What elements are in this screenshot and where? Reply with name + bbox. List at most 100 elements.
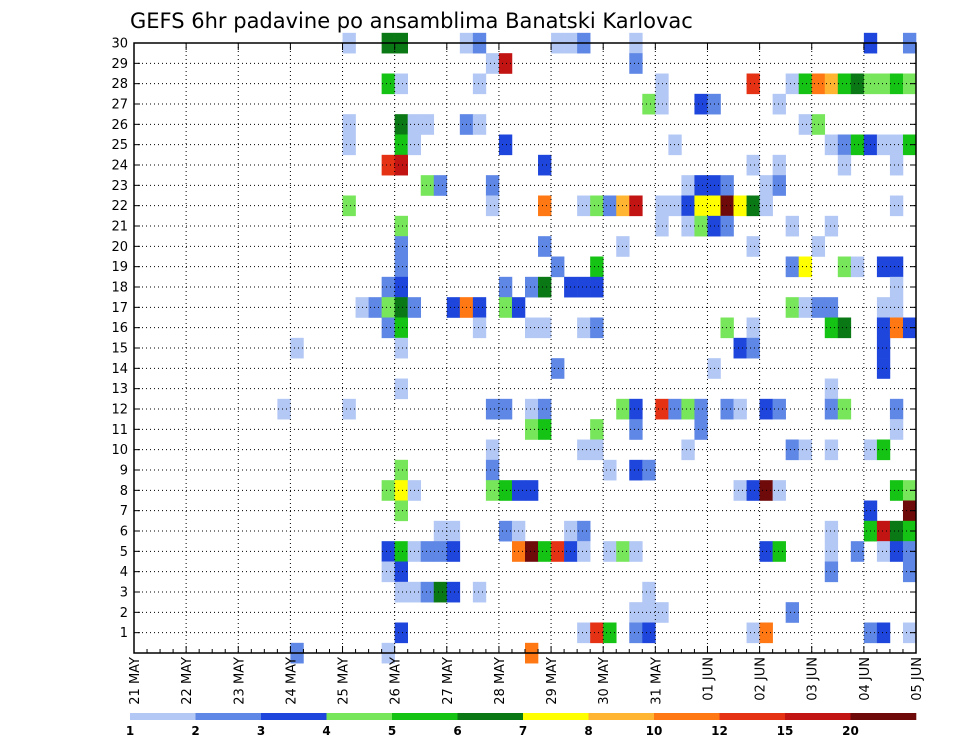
heatmap-cell [603, 459, 617, 481]
heatmap-cell [538, 398, 552, 420]
heatmap-cell [655, 93, 669, 115]
y-tick-label: 23 [111, 179, 128, 194]
heatmap-cell [381, 154, 395, 176]
x-tick-label: 23 MAY [232, 657, 247, 705]
y-tick-label: 10 [111, 443, 128, 458]
heatmap-cell [837, 154, 852, 176]
heatmap-cell [850, 256, 865, 278]
heatmap-cell [394, 459, 408, 481]
heatmap-cell [485, 175, 500, 196]
heatmap-cell [720, 195, 734, 217]
colorbar-label: 6 [453, 724, 461, 738]
heatmap-cell [876, 337, 891, 359]
heatmap-cell [525, 398, 539, 420]
heatmap-cell [746, 480, 760, 501]
heatmap-cell [525, 276, 539, 298]
heatmap-cell [577, 439, 591, 461]
heatmap-cell [746, 154, 760, 176]
heatmap-cell [772, 480, 786, 501]
heatmap-cell [394, 541, 408, 562]
heatmap-cell [824, 297, 839, 318]
heatmap-cell [733, 480, 747, 501]
x-tick-label: 24 MAY [284, 657, 299, 705]
colorbar-label: 20 [842, 724, 859, 738]
heatmap-cell [889, 276, 904, 298]
colorbar-label: 1 [126, 724, 134, 738]
heatmap-cell [824, 439, 839, 461]
heatmap-cell [837, 317, 852, 339]
colorbar-swatch [392, 713, 458, 720]
y-tick-label: 13 [111, 382, 128, 397]
colorbar-swatch [850, 713, 917, 720]
heatmap-cell [590, 622, 604, 644]
heatmap-cell [525, 419, 539, 440]
x-tick-label: 27 MAY [441, 657, 456, 705]
heatmap-cell [720, 398, 734, 420]
heatmap-cell [889, 480, 904, 501]
heatmap-cell [824, 378, 839, 400]
y-tick-label: 22 [111, 199, 128, 214]
colorbar-swatch [326, 713, 393, 720]
heatmap-cell [876, 134, 891, 156]
colorbar-swatch [457, 713, 524, 720]
y-axis-ticks: 1234567891011121314151617181920212223242… [111, 37, 916, 641]
heatmap-cell [850, 73, 865, 95]
y-tick-label: 3 [120, 586, 128, 601]
heatmap-cell [889, 195, 904, 217]
x-tick-label: 31 MAY [649, 657, 664, 705]
heatmap-cell [629, 53, 643, 74]
heatmap-cell [642, 622, 656, 644]
y-tick-label: 14 [111, 362, 128, 377]
heatmap-cell [655, 398, 669, 420]
x-tick-label: 04 JUN [858, 657, 873, 701]
colorbar-label: 4 [322, 724, 330, 738]
heatmap-cell [642, 93, 656, 115]
heatmap-cell [485, 480, 500, 501]
heatmap-cell [824, 215, 839, 237]
heatmap-cell [850, 134, 865, 156]
heatmap-cell [746, 337, 760, 359]
heatmap-cell [420, 581, 435, 603]
heatmap-cell [538, 276, 552, 298]
heatmap-cell [538, 541, 552, 562]
heatmap-cell [876, 317, 891, 339]
heatmap-cell [694, 215, 708, 237]
heatmap-cell [642, 459, 656, 481]
heatmap-cell [394, 276, 408, 298]
heatmap-cell [642, 581, 656, 603]
heatmap-cell [577, 195, 591, 217]
colorbar-label: 10 [646, 724, 663, 738]
chart-title: GEFS 6hr padavine po ansamblima Banatski… [130, 9, 693, 33]
heatmap-cell [603, 541, 617, 562]
heatmap-cell [746, 236, 760, 257]
heatmap-cell [381, 541, 395, 562]
y-tick-label: 21 [111, 220, 128, 235]
colorbar-legend: 1 2 3 4 5 6 7 8 10 12 15 20 [126, 713, 917, 738]
heatmap-cell [472, 73, 487, 95]
heatmap-cell [472, 114, 487, 135]
heatmap-cell [394, 215, 408, 237]
y-tick-label: 17 [111, 301, 128, 316]
heatmap-cell [485, 398, 500, 420]
heatmap-cell [824, 561, 839, 583]
heatmap-cell [876, 256, 891, 278]
heatmap-cell [876, 73, 891, 95]
heatmap-cell [498, 520, 513, 542]
heatmap-cell [629, 541, 643, 562]
y-tick-label: 28 [111, 77, 128, 92]
heatmap-cell [498, 480, 513, 501]
heatmap-cell [472, 317, 487, 339]
heatmap-cell [277, 398, 291, 420]
heatmap-cell [655, 73, 669, 95]
x-tick-label: 26 MAY [389, 657, 404, 705]
heatmap-cell [590, 195, 604, 217]
heatmap-cell [655, 195, 669, 217]
heatmap-cell [577, 541, 591, 562]
heatmap-cell [446, 520, 461, 542]
y-tick-label: 26 [111, 118, 128, 133]
y-tick-label: 25 [111, 138, 128, 153]
heatmap-cell [498, 398, 513, 420]
heatmap-cell [798, 256, 813, 278]
heatmap-cell [720, 215, 734, 237]
heatmap-cell [876, 622, 891, 644]
